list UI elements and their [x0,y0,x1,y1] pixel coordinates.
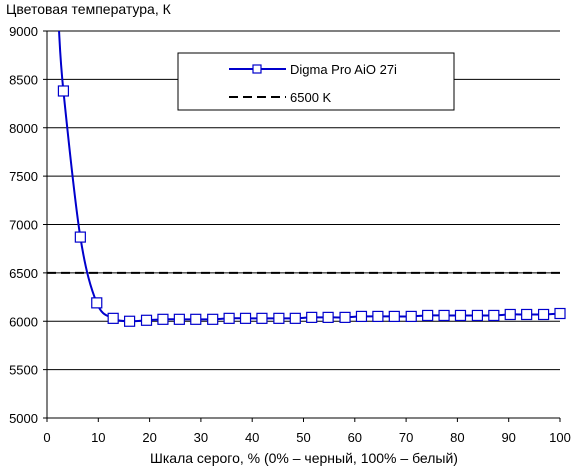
y-tick-label: 8000 [9,121,38,136]
y-tick-label: 6500 [9,266,38,281]
data-point [521,308,533,321]
axes [43,30,561,422]
data-point [91,297,103,309]
x-tick-label: 50 [296,430,310,445]
y-tick-label: 6000 [9,314,38,329]
x-tick-label: 10 [91,430,105,445]
data-point [190,313,202,325]
x-tick-label: 0 [43,430,50,445]
data-point [422,309,434,322]
y-tick-label: 8500 [9,72,38,87]
data-point [107,312,119,324]
data-point [405,310,417,323]
y-tick-label: 7000 [9,218,38,233]
data-point [173,313,185,325]
data-point [322,311,334,323]
legend: Digma Pro AiO 27i 6500 K [177,52,455,111]
y-tick-label: 9000 [9,24,38,39]
tick-labels: 5000 5500 6000 6500 7000 7500 8000 8500 9000 0 10 2… [9,24,571,445]
data-point [123,315,136,327]
data-point [306,311,318,323]
legend-series-marker [252,64,262,74]
data-point [438,309,450,322]
data-point [289,312,301,324]
data-point [388,310,400,323]
y-tick-label: 5500 [9,363,38,378]
data-point [256,312,268,324]
y-tick-label: 5000 [9,411,38,426]
legend-reference-label: 6500 K [290,90,332,105]
data-point [537,308,550,321]
x-tick-label: 90 [501,430,515,445]
data-point [74,231,86,243]
data-point [471,309,484,322]
data-point [504,308,516,321]
x-tick-label: 80 [450,430,464,445]
data-point [140,314,153,326]
data-point [372,310,384,323]
x-tick-label: 70 [399,430,413,445]
data-point [223,312,235,324]
data-point [488,309,500,322]
data-point [57,85,70,97]
data-point [454,309,467,322]
data-point [207,313,219,325]
x-tick-label: 60 [348,430,362,445]
x-axis-title: Шкала серого, % (0% – черный, 100% – бел… [150,450,458,466]
x-tick-label: 40 [245,430,259,445]
data-point [273,312,285,324]
x-tick-label: 100 [549,430,571,445]
x-tick-label: 20 [142,430,156,445]
data-point [355,310,368,323]
legend-box [177,52,455,111]
data-point [554,307,566,320]
y-tick-label: 7500 [9,169,38,184]
series-group [57,31,566,327]
legend-series-label: Digma Pro AiO 27i [290,62,397,77]
x-tick-label: 30 [194,430,208,445]
y-axis-title: Цветовая температура, К [6,1,172,17]
data-point [339,311,351,323]
data-point [157,313,169,325]
data-point [239,312,252,324]
